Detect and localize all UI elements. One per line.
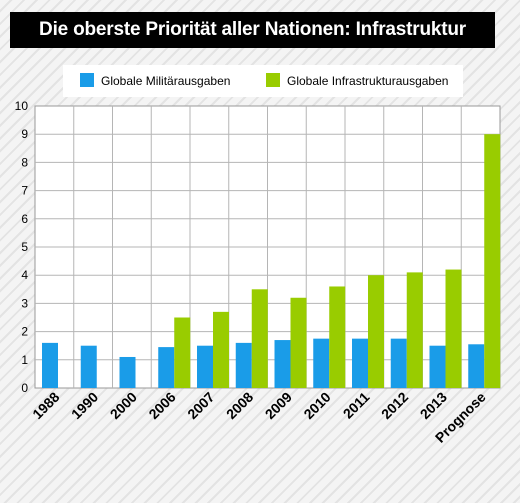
bar-military-2006 [158,347,175,388]
bar-infrastructure-2006 [174,317,191,388]
x-tick-label: 1988 [29,389,62,422]
bar-military-2008 [235,342,252,388]
bar-military-2012 [390,338,407,388]
x-tick-label: 2011 [340,389,373,422]
y-tick-label: 2 [21,325,28,339]
y-tick-label: 7 [21,184,28,198]
x-tick-label: 2010 [300,389,333,422]
x-tick-label: 2007 [184,389,217,422]
bars [42,134,501,388]
x-tick-label: 2009 [262,389,295,422]
x-tick-label: 1990 [68,389,101,422]
legend: Globale Militärausgaben Globale Infrastr… [63,65,463,97]
y-tick-label: 1 [21,353,28,367]
bar-infrastructure-2008 [251,289,268,388]
bar-infrastructure-2012 [406,272,423,388]
legend-box [63,65,463,97]
y-tick-label: 3 [21,296,28,310]
bar-infrastructure-2007 [213,311,229,388]
bar-military-2010 [313,338,330,388]
y-tick-label: 0 [21,381,28,395]
bar-infrastructure-2013 [445,269,462,388]
legend-label-infrastructure: Globale Infrastrukturausgaben [287,74,448,88]
legend-label-military: Globale Militärausgaben [101,74,230,88]
bar-infrastructure-Prognose [484,134,501,388]
legend-swatch-military [80,73,94,87]
bar-military-2011 [352,338,368,388]
bar-infrastructure-2011 [368,275,384,388]
y-tick-label: 5 [21,240,28,254]
bar-military-2000 [119,356,136,388]
y-tick-label: 4 [21,268,28,282]
bar-military-1988 [42,342,58,388]
x-tick-label: 2000 [107,389,140,422]
legend-swatch-infrastructure [266,73,280,87]
bar-infrastructure-2009 [290,297,307,388]
x-tick-label: 2013 [417,389,450,422]
y-tick-label: 6 [21,212,28,226]
y-tick-label: 8 [21,155,28,169]
chart-title: Die oberste Priorität aller Nationen: In… [10,12,495,48]
x-tick-label: 2008 [223,389,256,422]
bar-military-Prognose [468,344,485,388]
x-tick-label: 2006 [145,389,178,422]
bar-military-2009 [274,340,291,388]
bar-military-2013 [429,345,446,388]
x-axis: 1988 1990 2000 2006 2007 2008 2009 2010 2011 2012… [29,389,489,446]
bar-military-1990 [80,345,97,388]
bar-military-2007 [197,345,213,388]
bar-infrastructure-2010 [329,286,346,388]
y-tick-label: 10 [15,99,29,113]
y-tick-label: 9 [21,127,28,141]
y-axis: 0 1 2 3 4 5 6 7 8 9 10 [15,99,29,395]
x-tick-label: 2012 [378,389,411,422]
